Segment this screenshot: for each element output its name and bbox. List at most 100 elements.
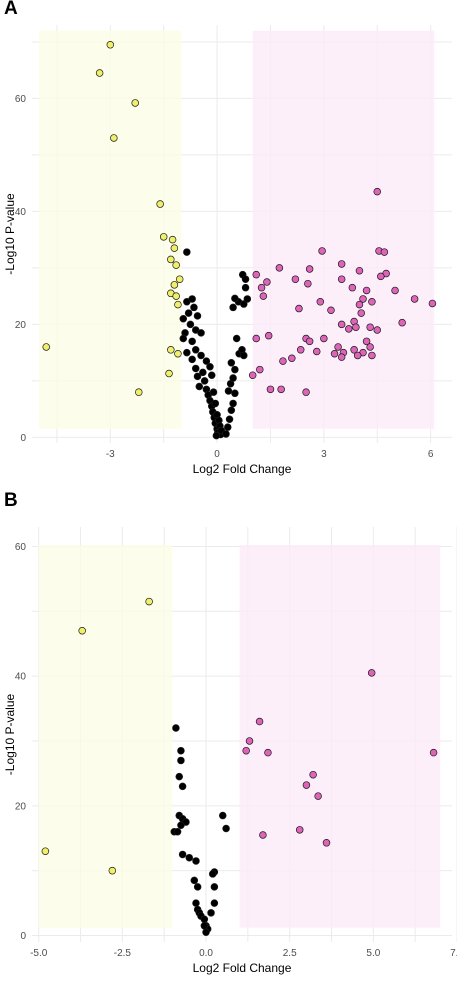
y-axis-title: -Log10 P-value <box>3 193 17 275</box>
data-point <box>259 292 268 300</box>
data-point <box>206 362 214 371</box>
data-point <box>373 326 382 334</box>
data-point <box>145 597 153 606</box>
data-point <box>320 334 328 343</box>
data-point <box>248 371 257 379</box>
data-point <box>231 389 239 398</box>
data-point <box>288 354 296 363</box>
data-point <box>264 748 272 757</box>
data-point <box>327 306 335 315</box>
data-point <box>391 286 399 295</box>
data-point <box>264 331 273 340</box>
data-point <box>277 385 285 394</box>
data-point <box>197 329 205 337</box>
data-point <box>366 323 374 331</box>
panel-label: A <box>4 0 18 19</box>
x-tick-label: -3 <box>106 449 115 460</box>
panel-label: B <box>4 490 18 511</box>
data-point <box>172 724 180 732</box>
data-point <box>330 350 339 358</box>
data-point <box>337 320 346 329</box>
data-point <box>174 300 182 309</box>
data-point <box>195 382 204 391</box>
data-point <box>173 828 182 836</box>
data-point <box>291 275 300 283</box>
data-point <box>322 839 331 847</box>
data-point <box>305 265 314 273</box>
data-point <box>185 853 194 862</box>
data-point <box>192 899 200 907</box>
data-point <box>231 365 239 374</box>
data-point <box>184 309 193 317</box>
data-point <box>348 283 357 292</box>
data-point <box>172 292 180 300</box>
data-point <box>202 357 211 365</box>
data-point <box>209 388 218 396</box>
data-point <box>212 431 221 440</box>
data-point <box>367 669 376 677</box>
data-point <box>222 430 230 438</box>
panel-b: B -5.0 -2.5 0.0 2.5 5.0 7.5 0 20 40 60 Log2 Fold C… <box>0 490 457 982</box>
data-point <box>174 350 182 358</box>
data-point <box>106 41 115 49</box>
region-up <box>239 545 441 928</box>
data-point <box>207 371 216 379</box>
data-point <box>208 870 217 878</box>
data-point <box>170 244 179 252</box>
data-point <box>240 351 248 360</box>
data-point <box>167 346 175 354</box>
data-point <box>355 266 364 275</box>
data-point <box>183 248 191 256</box>
data-point <box>366 343 374 351</box>
region-up <box>252 30 435 429</box>
x-tick-label: 0.0 <box>199 948 213 959</box>
data-point <box>156 200 164 208</box>
x-axis-title: Log2 Fold Change <box>193 961 292 975</box>
data-point <box>368 351 376 360</box>
data-point <box>193 883 202 891</box>
data-point <box>357 309 365 317</box>
data-point <box>398 318 406 327</box>
data-point <box>188 337 196 346</box>
panel-a: A -3 0 3 6 0 20 40 60 Log2 Fold Change -Log10 P-v… <box>0 0 457 482</box>
data-point <box>95 69 104 77</box>
data-point <box>231 294 239 303</box>
data-point <box>108 866 117 875</box>
y-tick-label: 40 <box>15 207 27 218</box>
data-point <box>175 772 184 781</box>
data-point <box>241 283 250 292</box>
data-point <box>188 295 196 303</box>
data-point <box>202 928 210 937</box>
x-tick-label: 7.5 <box>450 948 457 959</box>
volcano-plot-b: -5.0 -2.5 0.0 2.5 5.0 7.5 0 20 40 60 Log2 Fold Cha… <box>3 527 457 975</box>
data-point <box>362 337 371 346</box>
data-point <box>170 281 179 289</box>
data-point <box>377 272 385 281</box>
data-point <box>200 922 209 930</box>
data-point <box>190 876 199 885</box>
data-point <box>207 909 215 917</box>
data-point <box>199 368 207 377</box>
region-down <box>38 545 173 928</box>
data-point <box>224 387 233 395</box>
data-point <box>345 325 353 333</box>
data-point <box>337 275 346 283</box>
data-point <box>191 364 200 373</box>
data-point <box>429 748 438 757</box>
data-point <box>192 857 200 865</box>
data-point <box>200 377 209 385</box>
x-tick-label: -2.5 <box>114 948 132 959</box>
data-point <box>304 279 312 288</box>
data-point <box>191 346 200 354</box>
data-point <box>257 283 266 292</box>
data-point <box>302 781 311 789</box>
data-point <box>334 343 342 351</box>
x-tick-label: 5.0 <box>366 948 380 959</box>
data-point <box>197 351 205 360</box>
data-point <box>263 278 271 286</box>
data-point <box>337 353 346 361</box>
data-point <box>337 260 346 268</box>
y-tick-label: 0 <box>20 931 26 942</box>
data-point <box>302 388 310 396</box>
